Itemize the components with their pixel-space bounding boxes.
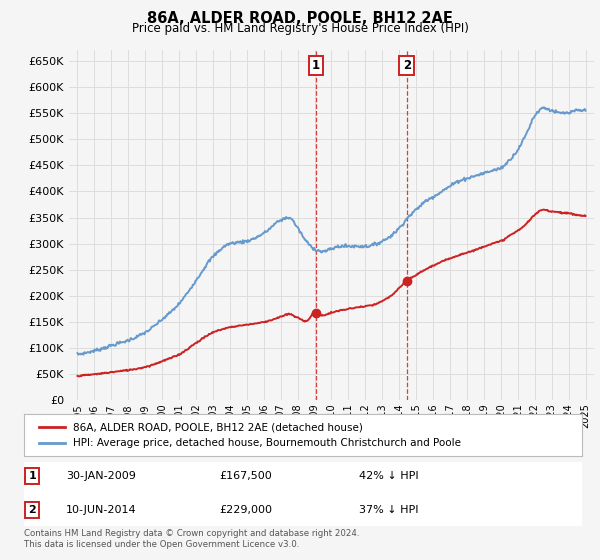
Text: Price paid vs. HM Land Registry's House Price Index (HPI): Price paid vs. HM Land Registry's House … [131,22,469,35]
Text: £229,000: £229,000 [220,505,272,515]
Text: 42% ↓ HPI: 42% ↓ HPI [359,471,418,481]
Text: 2: 2 [403,59,411,72]
Text: 86A, ALDER ROAD, POOLE, BH12 2AE: 86A, ALDER ROAD, POOLE, BH12 2AE [147,11,453,26]
Legend: 86A, ALDER ROAD, POOLE, BH12 2AE (detached house), HPI: Average price, detached : 86A, ALDER ROAD, POOLE, BH12 2AE (detach… [35,418,466,452]
Text: 1: 1 [28,471,36,481]
Text: Contains HM Land Registry data © Crown copyright and database right 2024.
This d: Contains HM Land Registry data © Crown c… [24,529,359,549]
Text: 2: 2 [28,505,36,515]
Text: £167,500: £167,500 [220,471,272,481]
Text: 1: 1 [312,59,320,72]
Text: 10-JUN-2014: 10-JUN-2014 [66,505,136,515]
Text: 30-JAN-2009: 30-JAN-2009 [66,471,136,481]
Text: 37% ↓ HPI: 37% ↓ HPI [359,505,418,515]
